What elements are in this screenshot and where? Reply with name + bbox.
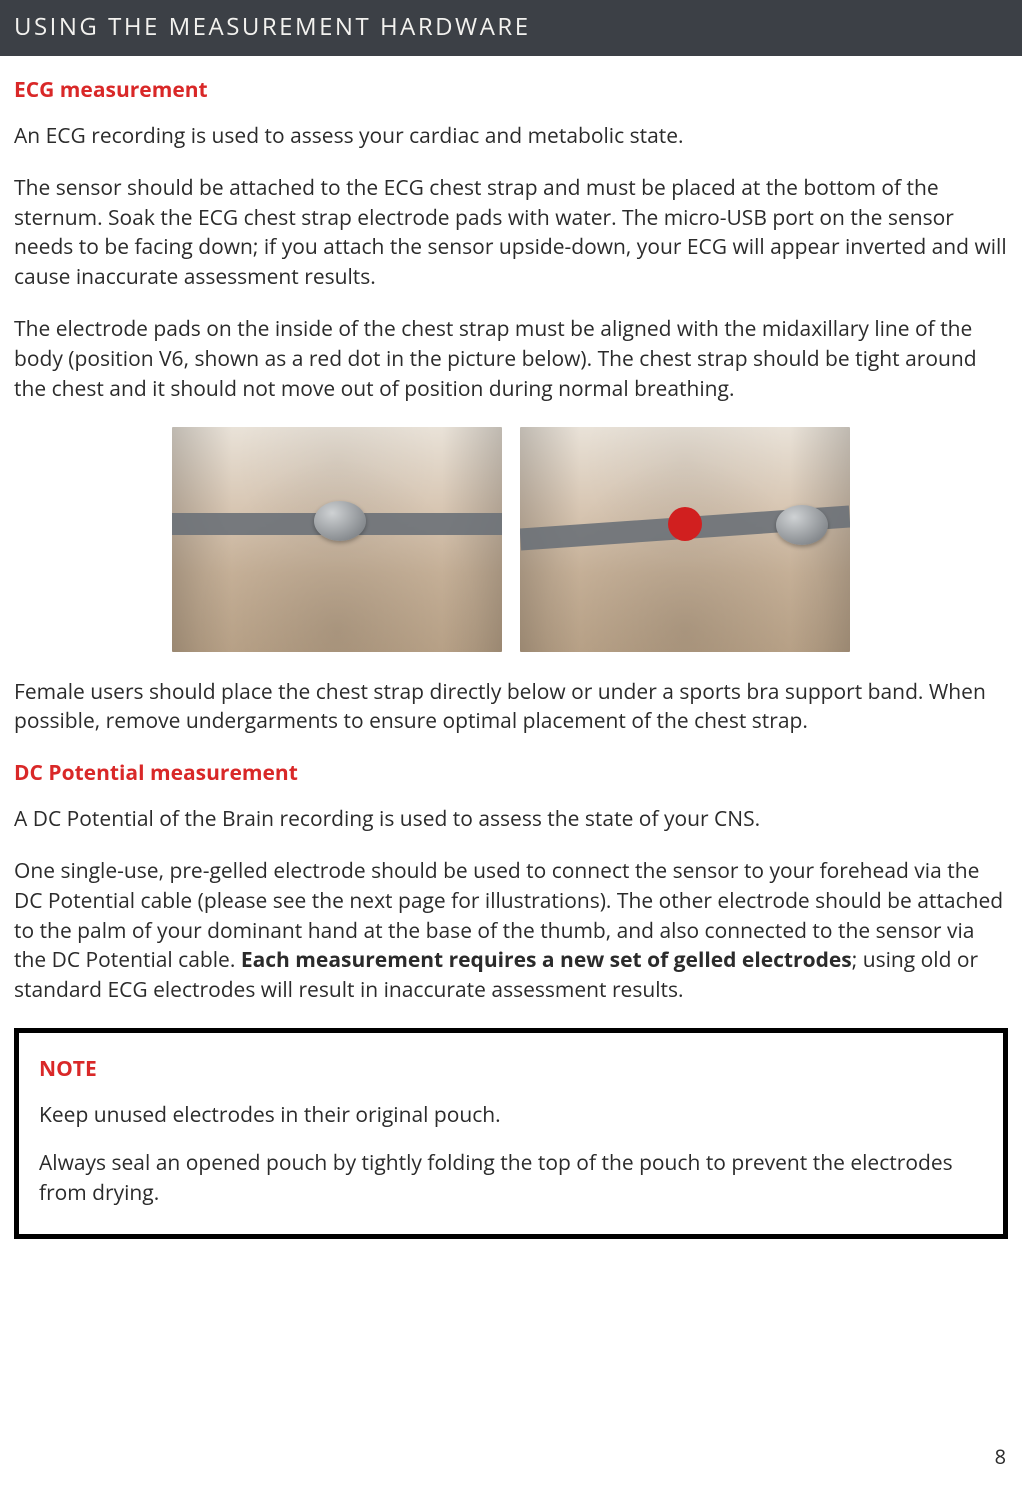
page-header-title: USING THE MEASUREMENT HARDWARE [14,10,531,43]
figure-chest-strap [14,427,1008,652]
section-title-dc: DC Potential measurement [14,759,1008,787]
note-paragraph-1: Keep unused electrodes in their original… [39,1101,983,1131]
paragraph-ecg-1: An ECG recording is used to assess your … [14,122,1008,152]
note-title: NOTE [39,1055,983,1083]
sensor-illustration [314,501,366,541]
paragraph-ecg-4: Female users should place the chest stra… [14,678,1008,738]
page-content: ECG measurement An ECG recording is used… [0,56,1022,1239]
document-page: USING THE MEASUREMENT HARDWARE ECG measu… [0,0,1022,1490]
page-header-bar: USING THE MEASUREMENT HARDWARE [0,0,1022,56]
paragraph-dc-1: A DC Potential of the Brain recording is… [14,805,1008,835]
v6-position-marker-icon [668,507,702,541]
photo-chest-strap-side [520,427,850,652]
note-box: NOTE Keep unused electrodes in their ori… [14,1028,1008,1239]
section-title-ecg: ECG measurement [14,76,1008,104]
page-number: 8 [995,1443,1006,1470]
paragraph-dc-2b-bold: Each measurement requires a new set of g… [241,946,852,974]
paragraph-ecg-2: The sensor should be attached to the ECG… [14,174,1008,293]
paragraph-dc-2: One single-use, pre-gelled electrode sho… [14,857,1008,1006]
note-paragraph-2: Always seal an opened pouch by tightly f… [39,1149,983,1209]
photo-chest-strap-front [172,427,502,652]
sensor-illustration [776,505,828,545]
paragraph-ecg-3: The electrode pads on the inside of the … [14,315,1008,404]
